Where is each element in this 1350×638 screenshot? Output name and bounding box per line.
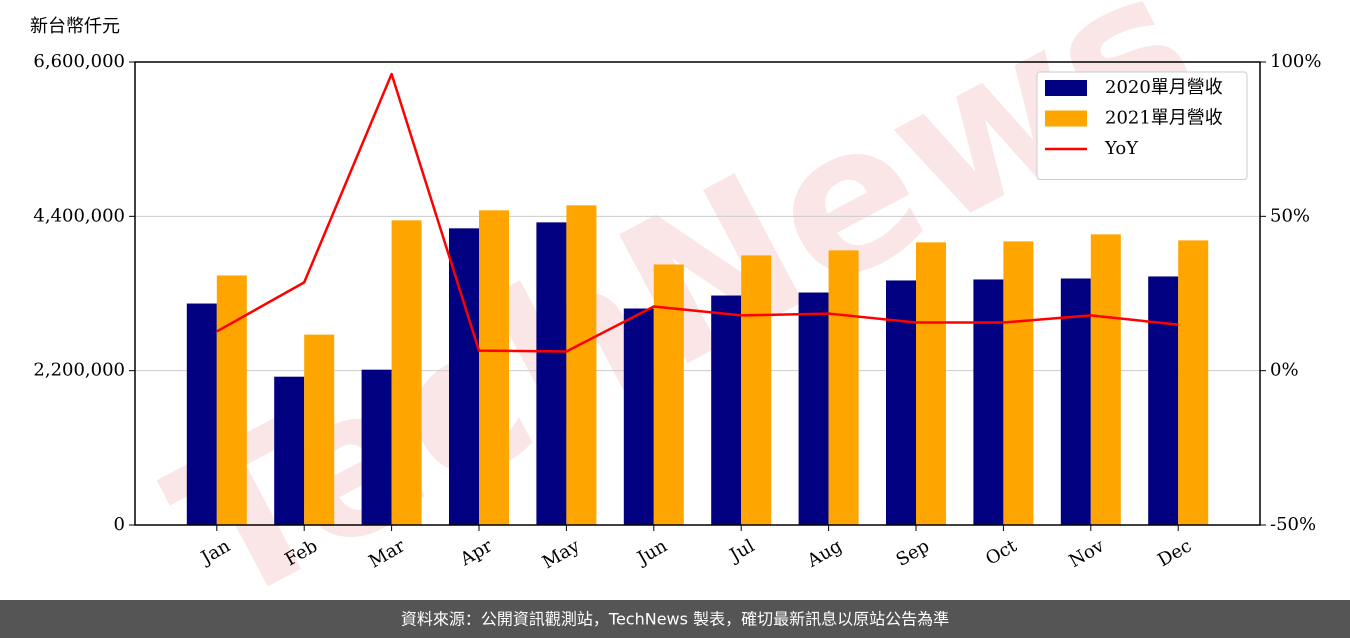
x-tick-label: Aug bbox=[803, 535, 846, 572]
footer-text: 資料來源：公開資訊觀測站，TechNews 製表，確切最新訊息以原站公告為準 bbox=[401, 610, 949, 629]
legend-box bbox=[1036, 71, 1248, 180]
legend-swatch bbox=[1045, 110, 1087, 127]
y-tick-label: 0 bbox=[114, 514, 125, 535]
bar bbox=[916, 242, 946, 525]
bar bbox=[653, 264, 684, 525]
y2-tick-label: 0% bbox=[1270, 360, 1299, 381]
bar bbox=[391, 220, 422, 525]
bar bbox=[1178, 240, 1209, 525]
plot-frame bbox=[134, 61, 1261, 526]
x-tick-label: Jul bbox=[725, 535, 759, 567]
bar bbox=[216, 275, 247, 525]
bar bbox=[566, 205, 597, 525]
bar bbox=[479, 210, 509, 526]
bar bbox=[1090, 234, 1121, 525]
bar bbox=[361, 369, 392, 525]
bar bbox=[1003, 241, 1034, 525]
x-tick-label: Oct bbox=[982, 535, 1021, 570]
x-tick-label: Sep bbox=[893, 535, 933, 570]
y2-tick-label: 100% bbox=[1270, 51, 1321, 72]
y-tick-label: 6,600,000 bbox=[33, 51, 125, 72]
bar bbox=[186, 303, 217, 525]
bar bbox=[711, 295, 742, 525]
bar bbox=[828, 250, 859, 525]
line bbox=[216, 72, 1179, 353]
bar bbox=[304, 334, 335, 525]
footer-bar bbox=[0, 600, 1350, 638]
bar bbox=[741, 255, 772, 526]
legend-label: 2021單月營收 bbox=[1105, 108, 1223, 129]
y-axis-label: 新台幣仟元 bbox=[30, 16, 120, 37]
bar bbox=[536, 222, 567, 525]
bar bbox=[798, 292, 829, 525]
y-tick-label: 2,200,000 bbox=[33, 360, 125, 381]
bar bbox=[449, 228, 479, 526]
y-tick-label: 4,400,000 bbox=[33, 205, 125, 226]
bar bbox=[886, 280, 916, 525]
x-tick-label: Jun bbox=[632, 535, 671, 570]
bar bbox=[1148, 276, 1179, 525]
bar bbox=[973, 279, 1004, 525]
legend-swatch bbox=[1045, 80, 1087, 96]
x-tick-label: Nov bbox=[1065, 535, 1108, 572]
y2-tick-label: 50% bbox=[1270, 205, 1310, 226]
x-tick-label: May bbox=[539, 535, 584, 573]
bar bbox=[274, 376, 305, 525]
bar bbox=[623, 308, 654, 525]
bar bbox=[1060, 278, 1091, 525]
legend-label: 2020單月營收 bbox=[1105, 77, 1223, 98]
y2-tick-label: -50% bbox=[1270, 514, 1316, 535]
x-tick-label: Apr bbox=[456, 535, 496, 570]
legend-label: YoY bbox=[1104, 138, 1139, 159]
x-tick-label: Dec bbox=[1154, 535, 1195, 571]
